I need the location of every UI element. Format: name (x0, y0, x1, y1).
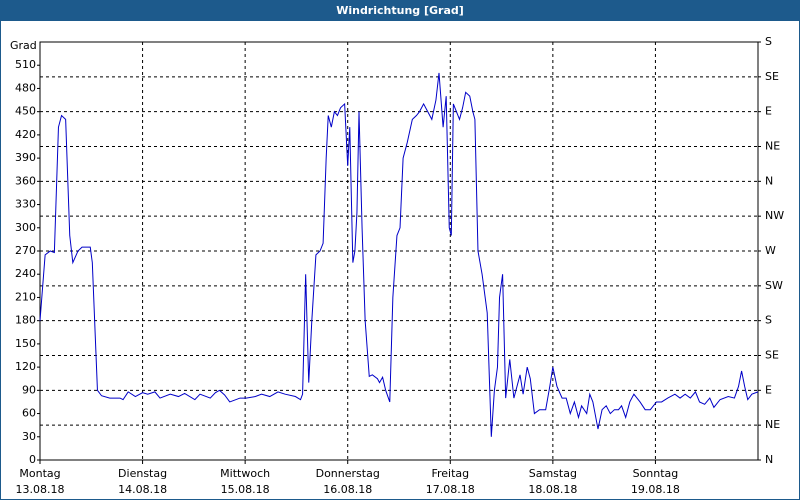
y2-tick-label: E (765, 383, 772, 396)
y-tick-label: 450 (15, 105, 36, 118)
y2-tick-label: SW (765, 279, 783, 292)
y2-tick-label: SE (765, 349, 779, 362)
y2-tick-label: NE (765, 418, 780, 431)
y2-tick-label: NW (765, 209, 784, 222)
y-tick-label: 390 (15, 151, 36, 164)
chart-title: Windrichtung [Grad] (336, 4, 464, 17)
y2-tick-label: N (765, 453, 773, 466)
y-tick-label: 120 (15, 360, 36, 373)
y-tick-label: 60 (22, 407, 36, 420)
x-tick-label: Dienstag (118, 467, 167, 480)
title-bar (0, 0, 800, 20)
x-tick-date: 15.08.18 (221, 483, 270, 496)
y-tick-label: 30 (22, 430, 36, 443)
y2-tick-label: N (765, 174, 773, 187)
x-tick-label: Donnerstag (316, 467, 380, 480)
x-tick-date: 17.08.18 (426, 483, 475, 496)
x-tick-date: 14.08.18 (118, 483, 167, 496)
y-tick-label: 480 (15, 81, 36, 94)
y-tick-label: 510 (15, 58, 36, 71)
x-tick-label: Montag (19, 467, 60, 480)
y2-tick-label: S (765, 35, 772, 48)
y-tick-label: 240 (15, 267, 36, 280)
y-tick-label: 420 (15, 128, 36, 141)
y2-tick-label: SE (765, 70, 779, 83)
x-tick-date: 13.08.18 (16, 483, 65, 496)
y-tick-label: 90 (22, 383, 36, 396)
data-line (39, 72, 759, 437)
x-tick-label: Samstag (529, 467, 577, 480)
chart-frame (0, 20, 800, 500)
y2-tick-label: E (765, 105, 772, 118)
y2-tick-label: S (765, 314, 772, 327)
x-tick-label: Sonntag (633, 467, 679, 480)
y-axis-label: Grad (10, 39, 37, 52)
plot-border (39, 41, 759, 461)
y-tick-label: 270 (15, 244, 36, 257)
y-tick-label: 300 (15, 221, 36, 234)
y-tick-label: 180 (15, 314, 36, 327)
y2-tick-label: NE (765, 140, 780, 153)
x-tick-date: 16.08.18 (323, 483, 372, 496)
y-tick-label: 210 (15, 290, 36, 303)
x-tick-date: 18.08.18 (528, 483, 577, 496)
x-tick-date: 19.08.18 (631, 483, 680, 496)
x-tick-label: Mittwoch (220, 467, 270, 480)
y-tick-label: 0 (29, 453, 36, 466)
y-tick-label: 330 (15, 198, 36, 211)
x-tick-label: Freitag (431, 467, 469, 480)
y-tick-label: 360 (15, 174, 36, 187)
y2-tick-label: W (765, 244, 776, 257)
y-tick-label: 150 (15, 337, 36, 350)
